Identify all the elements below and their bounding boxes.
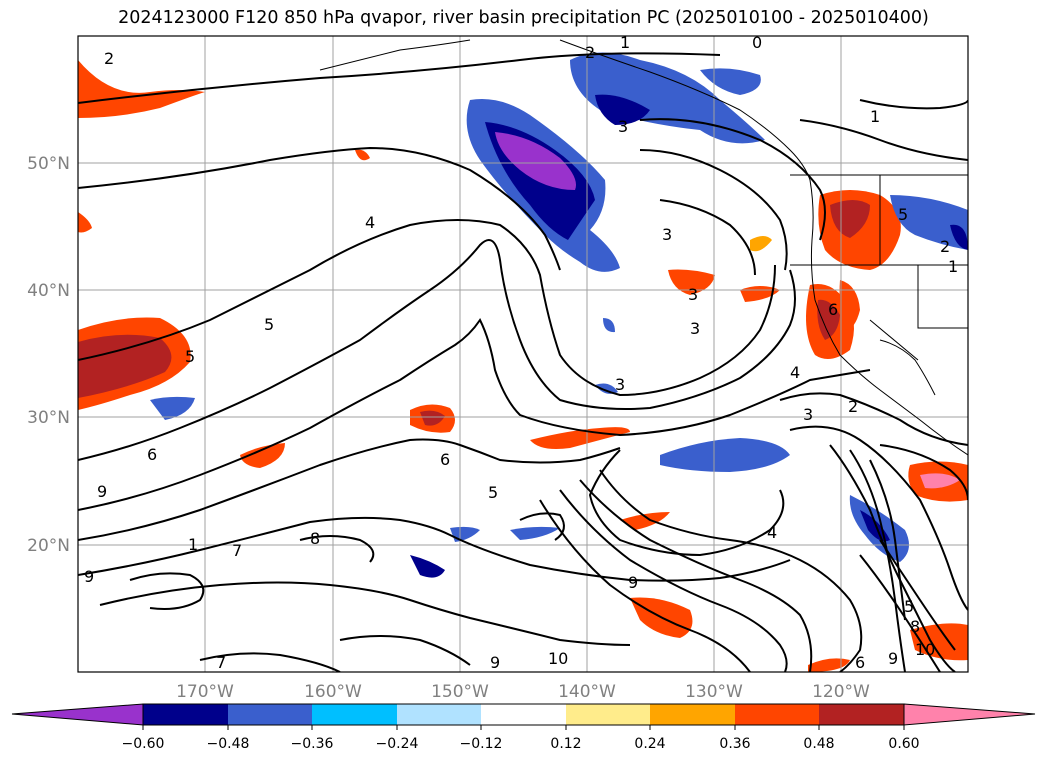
contour-label: 9: [97, 482, 107, 501]
colorbar-extend-left: [11, 703, 144, 726]
contour-label: 1: [870, 107, 880, 126]
colorbar-segment: [566, 704, 650, 725]
contour-label: 6: [828, 300, 838, 319]
lon-label: 150°W: [431, 682, 489, 702]
lat-label: 20°N: [27, 536, 70, 556]
contour-labels: 2 2 1 0 3 1 3 4 3 3 3 2 5 5 6 3 9 9 1 7 …: [84, 33, 958, 672]
contour-label: 4: [767, 523, 777, 542]
colorbar-tick: −0.36: [291, 736, 334, 752]
longitude-labels: 170°W 160°W 150°W 140°W 130°W 120°W: [176, 682, 870, 702]
shade-west-red: [78, 334, 172, 398]
colorbar-segment: [397, 704, 481, 725]
contour-label: 4: [365, 213, 375, 232]
colorbar-tick: 0.24: [634, 736, 665, 752]
contour-label: 6: [440, 450, 450, 469]
contour-label: 9: [490, 653, 500, 672]
latitude-labels: 50°N 40°N 30°N 20°N: [27, 154, 70, 556]
contour-label: 8: [310, 529, 320, 548]
colorbar-segment: [143, 704, 228, 725]
lon-label: 130°W: [685, 682, 743, 702]
colorbar-tick: 0.12: [550, 736, 581, 752]
contour-label: 5: [898, 205, 908, 224]
contour-label: 2: [848, 397, 858, 416]
contour-label: 6: [855, 653, 865, 672]
colorbar-tick: 0.48: [803, 736, 834, 752]
contour-label: 2: [940, 237, 950, 256]
map-panel: 2 2 1 0 3 1 3 4 3 3 3 2 5 5 6 3 9 9 1 7 …: [78, 33, 968, 672]
map-title: 2024123000 F120 850 hPa qvapor, river ba…: [118, 8, 929, 28]
contour-label: 3: [803, 405, 813, 424]
colorbar-segment: [819, 704, 904, 725]
contour-label: 9: [888, 649, 898, 668]
shade-np-purple: [495, 132, 576, 190]
qvapor-contours: [78, 52, 968, 672]
lat-label: 50°N: [27, 154, 70, 174]
contour-label: 3: [688, 285, 698, 304]
contour-label: 1: [620, 33, 630, 52]
colorbar-segment: [481, 704, 566, 725]
contour-label: 7: [216, 653, 226, 672]
precip-shading: [78, 52, 968, 672]
colorbar-segment: [228, 704, 312, 725]
colorbar-segment: [735, 704, 819, 725]
contour-label: 6: [147, 445, 157, 464]
lon-label: 120°W: [812, 682, 870, 702]
coastlines: [319, 39, 968, 456]
contour-label: 5: [185, 347, 195, 366]
map-frame: [77, 35, 969, 673]
colorbar-frame: [142, 703, 905, 726]
contour-label: 3: [618, 117, 628, 136]
lon-label: 170°W: [176, 682, 234, 702]
contour-label: 4: [790, 363, 800, 382]
lat-label: 40°N: [27, 281, 70, 301]
contour-label: 10: [915, 640, 935, 659]
contour-label: 3: [662, 225, 672, 244]
colorbar-tick: −0.48: [207, 736, 250, 752]
contour-label: 5: [264, 315, 274, 334]
colorbar-tick: −0.12: [460, 736, 503, 752]
contour-label: 5: [904, 597, 914, 616]
contour-label: 3: [615, 375, 625, 394]
colorbar-tick: 0.36: [719, 736, 750, 752]
colorbar-segment: [312, 704, 397, 725]
shade-ep-blue: [660, 438, 790, 472]
contour-label: 0: [752, 33, 762, 52]
colorbar-tick: −0.60: [122, 736, 165, 752]
lon-label: 160°W: [304, 682, 362, 702]
colorbar-tick: 0.60: [888, 736, 919, 752]
contour-label: 2: [104, 49, 114, 68]
lon-label: 140°W: [558, 682, 616, 702]
contour-label: 2: [585, 43, 595, 62]
contour-label: 9: [84, 567, 94, 586]
contour-label: 8: [910, 617, 920, 636]
colorbar-tick: −0.24: [376, 736, 419, 752]
contour-label: 3: [690, 319, 700, 338]
contour-label: 10: [548, 649, 568, 668]
colorbar: −0.60 −0.48 −0.36 −0.24 −0.12 0.12 0.24 …: [11, 703, 1036, 752]
colorbar-segment: [650, 704, 735, 725]
contour-label: 1: [948, 257, 958, 276]
lat-label: 30°N: [27, 408, 70, 428]
contour-label: 1: [188, 535, 198, 554]
colorbar-extend-right: [903, 703, 1036, 726]
contour-label: 5: [488, 483, 498, 502]
contour-label: 9: [628, 573, 638, 592]
contour-label: 7: [232, 541, 242, 560]
